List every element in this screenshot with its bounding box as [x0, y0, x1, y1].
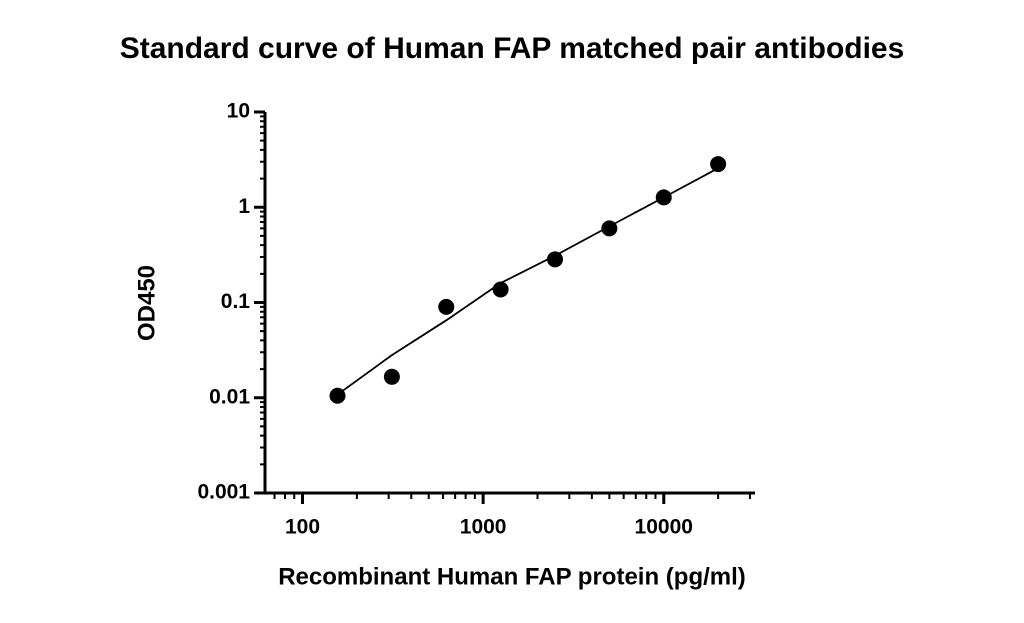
data-point — [329, 387, 346, 404]
x-tick-label: 100 — [285, 516, 320, 539]
data-point — [383, 368, 400, 385]
y-tick-label: 10 — [227, 100, 250, 123]
data-point — [655, 189, 672, 206]
x-tick-label: 10000 — [635, 516, 693, 539]
data-point — [547, 251, 564, 268]
x-tick-label: 1000 — [460, 516, 507, 539]
y-tick-label: 0.1 — [221, 290, 251, 313]
fit-curve — [336, 167, 719, 396]
y-tick-label: 0.01 — [209, 385, 250, 408]
y-tick-label: 1 — [238, 195, 250, 218]
data-point — [710, 156, 727, 173]
data-point — [492, 281, 509, 298]
y-axis-label: OD450 — [133, 265, 160, 341]
data-point — [601, 220, 618, 237]
minor-ticks — [260, 115, 751, 499]
data-point — [438, 298, 455, 315]
y-tick-label: 0.001 — [197, 481, 250, 504]
x-axis-label: Recombinant Human FAP protein (pg/ml) — [278, 563, 746, 590]
chart-title: Standard curve of Human FAP matched pair… — [120, 32, 905, 65]
